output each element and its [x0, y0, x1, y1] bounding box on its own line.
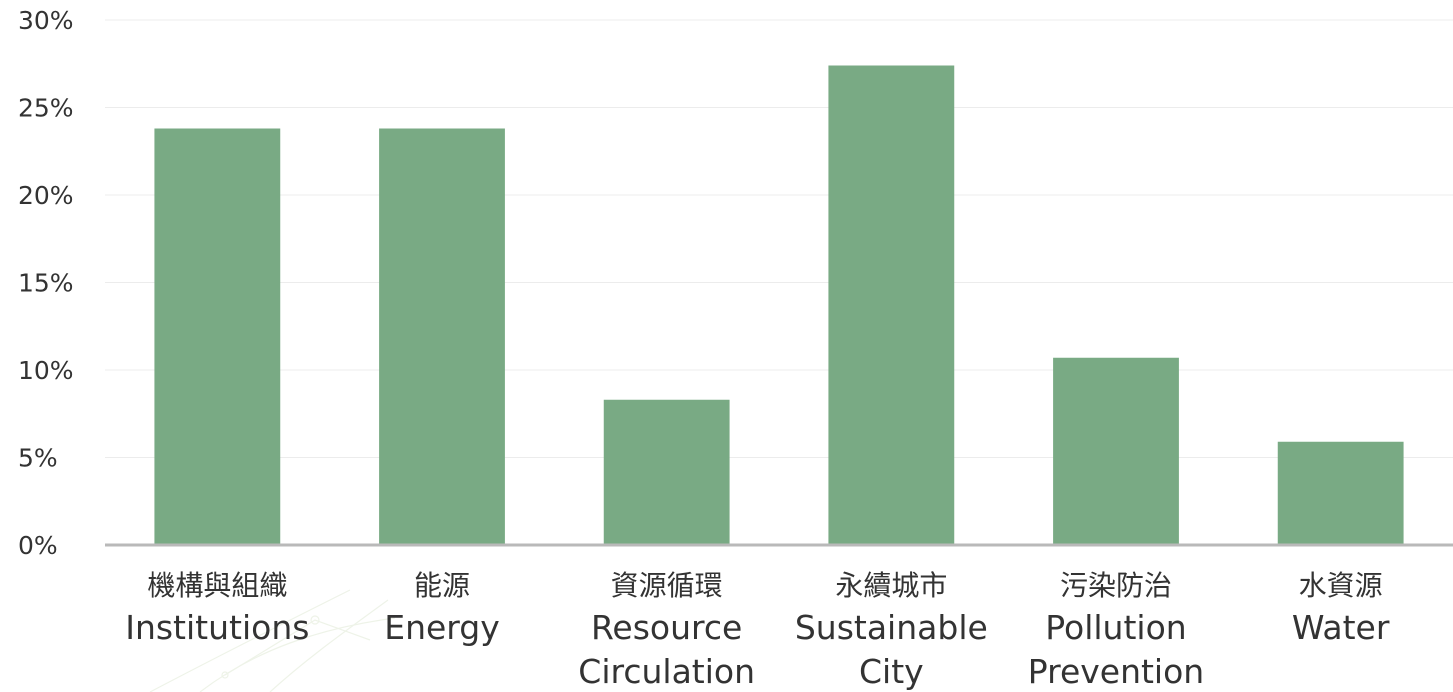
x-axis-category-label: 水資源 — [1299, 569, 1383, 602]
bar — [379, 128, 505, 545]
y-axis-tick-label: 15% — [18, 269, 74, 298]
x-axis-category-label: Sustainable — [795, 608, 988, 647]
background-decoration — [149, 589, 396, 692]
x-axis-category-label: Pollution — [1045, 608, 1186, 647]
x-axis-category-label: 資源循環 — [611, 569, 723, 602]
y-axis-labels: 0% 5% 10% 15% 20% 25% 30% — [18, 6, 74, 560]
y-axis-tick-label: 10% — [18, 356, 74, 385]
bar-layer — [154, 65, 1404, 545]
x-axis-category-label: Institutions — [125, 608, 309, 647]
grid-layer — [105, 19, 1453, 458]
x-axis-category-label: 污染防治 — [1060, 569, 1172, 602]
bar — [603, 399, 730, 545]
y-axis-tick-label: 0% — [18, 531, 58, 560]
x-axis-category-label: 能源 — [414, 569, 470, 602]
x-axis-category-label: 機構與組織 — [147, 569, 287, 602]
x-axis-category-label: Circulation — [578, 652, 755, 691]
y-axis-tick-label: 25% — [18, 94, 74, 123]
bar — [828, 65, 955, 545]
x-axis-category-label: 永續城市 — [835, 569, 947, 602]
bar — [1053, 357, 1179, 545]
x-axis-category-label: Water — [1292, 608, 1390, 647]
bar — [1277, 441, 1404, 545]
x-axis-category-label: Resource — [591, 608, 742, 647]
y-axis-tick-label: 30% — [18, 6, 74, 35]
x-axis-category-label: Prevention — [1028, 652, 1204, 691]
x-axis-category-label: City — [859, 652, 924, 691]
y-axis-tick-label: 5% — [18, 444, 58, 473]
bar — [154, 128, 281, 545]
x-axis-category-label: Energy — [384, 608, 500, 647]
x-axis-labels: 機構與組織 Institutions 能源 Energy 資源循環 Resource Cir… — [125, 569, 1390, 691]
y-axis-tick-label: 20% — [18, 181, 74, 210]
